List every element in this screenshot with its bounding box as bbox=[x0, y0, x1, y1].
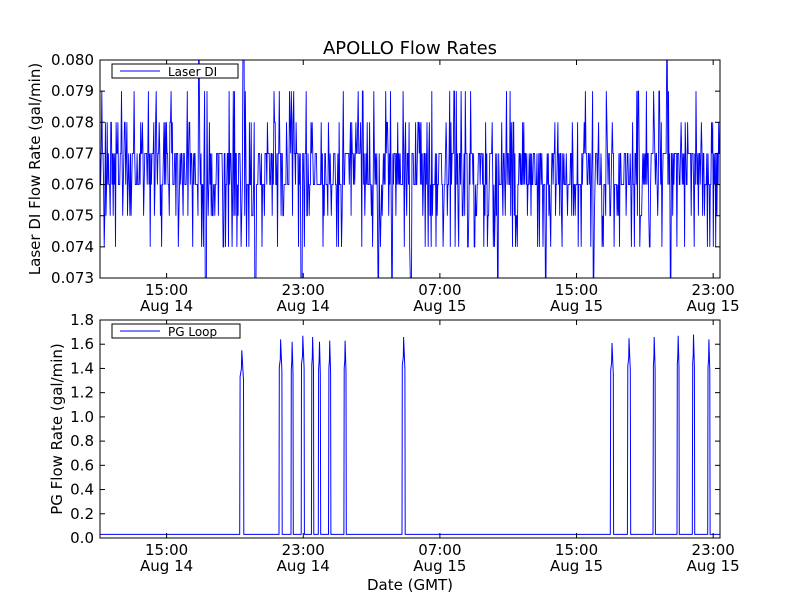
y-tick-label: 0.076 bbox=[51, 176, 94, 194]
y-axis-label: PG Flow Rate (gal/min) bbox=[48, 343, 66, 515]
legend: Laser DI bbox=[111, 63, 239, 79]
x-tick-date: Aug 15 bbox=[687, 297, 740, 315]
y-tick-label: 1.8 bbox=[70, 311, 94, 329]
x-tick-time: 15:00 bbox=[555, 281, 598, 299]
y-tick-label: 0.4 bbox=[70, 481, 94, 499]
x-tick-time: 15:00 bbox=[555, 541, 598, 559]
y-tick-label: 0.075 bbox=[51, 207, 94, 225]
x-tick-time: 23:00 bbox=[692, 281, 735, 299]
y-tick-label: 0.080 bbox=[51, 51, 94, 69]
legend-label: PG Loop bbox=[168, 325, 217, 339]
y-tick-label: 0.079 bbox=[51, 82, 94, 100]
x-tick-time: 23:00 bbox=[282, 281, 325, 299]
plot-frame bbox=[99, 319, 721, 539]
x-tick-time: 07:00 bbox=[418, 281, 461, 299]
y-tick-label: 0.073 bbox=[51, 269, 94, 287]
x-tick-date: Aug 15 bbox=[413, 297, 466, 315]
y-tick-label: 0.078 bbox=[51, 113, 94, 131]
x-tick-time: 23:00 bbox=[692, 541, 735, 559]
chart-title: APOLLO Flow Rates bbox=[323, 38, 497, 59]
x-tick-date: Aug 15 bbox=[550, 557, 603, 575]
y-tick-label: 0.2 bbox=[70, 505, 94, 523]
laser-di-panel: 0.073 0.074 0.075 0.076 0.077 0.078 0.079 0.080… bbox=[26, 51, 740, 315]
series-line-laser-di bbox=[100, 60, 720, 278]
x-tick-date: Aug 15 bbox=[413, 557, 466, 575]
legend-box bbox=[111, 323, 241, 339]
y-tick-label: 1.2 bbox=[70, 384, 94, 402]
y-tick-label: 1.4 bbox=[70, 359, 94, 377]
legend: PG Loop bbox=[111, 323, 241, 339]
x-tick-date: Aug 14 bbox=[277, 297, 330, 315]
legend-label: Laser DI bbox=[168, 65, 217, 79]
x-tick-time: 07:00 bbox=[418, 541, 461, 559]
y-tick-label: 0.8 bbox=[70, 432, 94, 450]
x-axis-label: Date (GMT) bbox=[367, 576, 453, 594]
y-tick-label: 1.0 bbox=[70, 408, 94, 426]
x-tick-date: Aug 14 bbox=[140, 297, 193, 315]
x-tick-date: Aug 14 bbox=[277, 557, 330, 575]
series-line-pg-loop bbox=[100, 334, 720, 535]
y-tick-label: 1.6 bbox=[70, 335, 94, 353]
x-tick-date: Aug 15 bbox=[687, 557, 740, 575]
x-tick-time: 15:00 bbox=[145, 541, 188, 559]
y-axis-label: Laser DI Flow Rate (gal/min) bbox=[26, 63, 44, 275]
x-tick-date: Aug 14 bbox=[140, 557, 193, 575]
legend-box bbox=[111, 63, 239, 79]
x-tick-time: 15:00 bbox=[145, 281, 188, 299]
y-tick-label: 0.077 bbox=[51, 144, 94, 162]
y-tick-label: 0.074 bbox=[51, 238, 94, 256]
plot-frame bbox=[99, 59, 721, 279]
y-tick-label: 0.6 bbox=[70, 456, 94, 474]
y-tick-label: 0.0 bbox=[70, 529, 94, 547]
x-tick-time: 23:00 bbox=[282, 541, 325, 559]
x-tick-date: Aug 15 bbox=[550, 297, 603, 315]
